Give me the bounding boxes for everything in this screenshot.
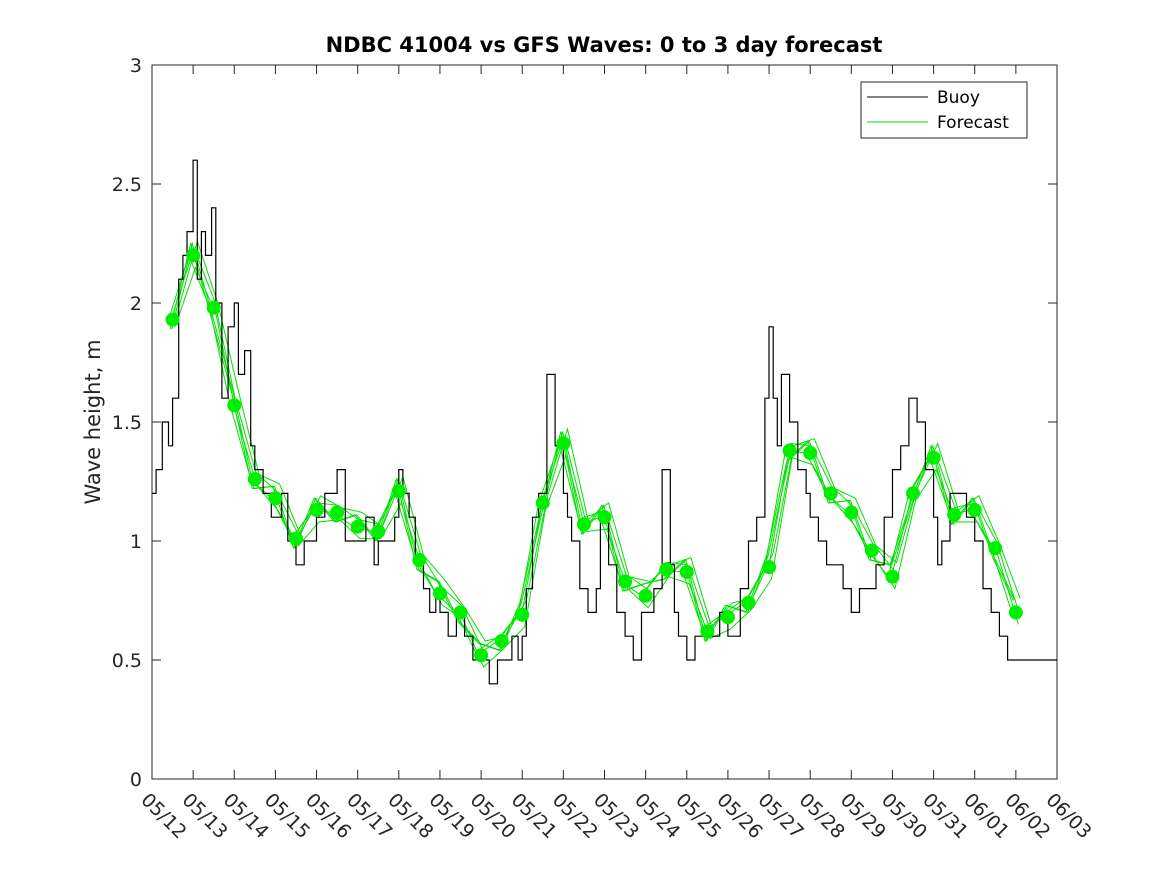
forecast-marker [576,517,591,532]
forecast-marker [885,569,900,584]
forecast-marker [679,564,694,579]
x-tick-label: 05/18 [383,789,437,843]
x-tick-label: 05/14 [219,789,273,843]
forecast-marker [432,586,447,601]
x-tick-label: 06/03 [1041,789,1095,843]
chart-title: NDBC 41004 vs GFS Waves: 0 to 3 day fore… [326,33,883,57]
forecast-marker [720,610,735,625]
forecast-marker [823,486,838,501]
x-tick-label: 05/15 [260,789,314,843]
legend-label-forecast: Forecast [937,113,1009,133]
buoy-line [152,159,1057,685]
forecast-marker [268,491,283,506]
y-axis-label: Wave height, m [81,339,105,504]
forecast-marker [453,605,468,620]
forecast-marker [412,553,427,568]
forecast-marker [227,398,242,413]
forecast-marker [309,503,324,518]
x-tick-label: 06/01 [959,789,1013,843]
forecast-marker [618,574,633,589]
y-tick-label: 2.5 [112,174,142,196]
y-tick-label: 3 [130,55,142,77]
forecast-marker [556,436,571,451]
forecast-marker [926,450,941,465]
forecast-marker [864,543,879,558]
x-tick-label: 05/28 [795,789,849,843]
forecast-marker [803,445,818,460]
x-tick-label: 05/30 [877,789,931,843]
x-tick-label: 05/24 [630,789,684,843]
forecast-marker [947,507,962,522]
forecast-marker [700,624,715,639]
x-tick-label: 05/20 [466,789,520,843]
x-tick-label: 05/16 [301,789,355,843]
x-tick-label: 05/25 [671,789,725,843]
x-tick-label: 05/26 [712,789,766,843]
y-tick-label: 1.5 [112,412,142,434]
forecast-marker [330,505,345,520]
x-tick-label: 05/12 [136,789,190,843]
forecast-marker [782,443,797,458]
forecast-marker [638,588,653,603]
x-tick-label: 06/02 [1000,789,1054,843]
y-tick-label: 2 [130,293,142,315]
y-tick-label: 0 [130,769,142,791]
legend: Buoy Forecast [860,81,1028,139]
x-tick-label: 05/13 [178,789,232,843]
forecast-marker [206,300,221,315]
x-tick-label: 05/27 [754,789,808,843]
x-tick-label: 05/22 [548,789,602,843]
axis-ticks [151,64,1058,780]
x-tick-label: 05/21 [507,789,561,843]
forecast-marker [515,607,530,622]
forecast-marker [967,503,982,518]
forecast-marker [494,633,509,648]
forecast-markers [165,248,1023,663]
buoy-series [152,159,1057,685]
forecast-marker [741,595,756,610]
forecast-marker [1008,605,1023,620]
forecast-marker [165,312,180,327]
forecast-marker [474,648,489,663]
x-tick-label: 05/31 [918,789,972,843]
forecast-marker [762,560,777,575]
x-tick-labels: 05/1205/1305/1405/1505/1605/1705/1805/19… [136,789,1095,843]
forecast-marker [844,505,859,520]
forecast-marker [186,248,201,263]
forecast-marker [659,562,674,577]
forecast-line [176,239,1021,642]
forecast-marker [350,519,365,534]
x-tick-label: 05/23 [589,789,643,843]
x-tick-label: 05/29 [836,789,890,843]
forecast-marker [391,484,406,499]
forecast-marker [597,510,612,525]
legend-label-buoy: Buoy [937,88,980,108]
forecast-marker [906,486,921,501]
y-tick-label: 1 [130,531,142,553]
x-tick-label: 05/19 [424,789,478,843]
forecast-line [174,265,1019,668]
y-tick-label: 0.5 [112,650,142,672]
y-tick-labels: 0 0.5 1 1.5 2 2.5 3 [112,55,142,791]
forecast-marker [535,495,550,510]
plot-area [151,64,1058,780]
forecast-marker [247,472,262,487]
forecast-marker [288,531,303,546]
legend-box [860,81,1028,139]
forecast-marker [371,524,386,539]
forecast-marker [988,541,1003,556]
x-tick-label: 05/17 [342,789,396,843]
